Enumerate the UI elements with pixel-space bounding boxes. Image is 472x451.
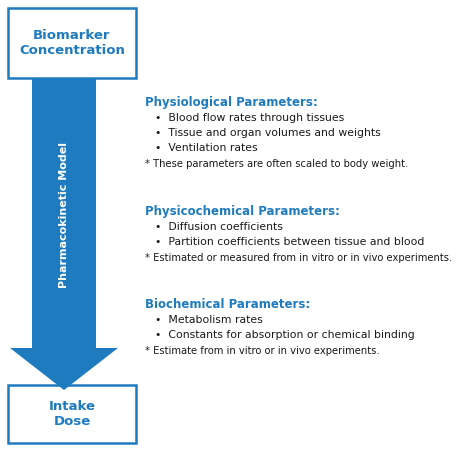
Text: •  Metabolism rates: • Metabolism rates bbox=[155, 315, 263, 325]
Text: •  Blood flow rates through tissues: • Blood flow rates through tissues bbox=[155, 113, 344, 123]
FancyBboxPatch shape bbox=[8, 8, 136, 78]
Text: •  Constants for absorption or chemical binding: • Constants for absorption or chemical b… bbox=[155, 330, 415, 340]
Text: Biochemical Parameters:: Biochemical Parameters: bbox=[145, 298, 310, 311]
Text: •  Ventilation rates: • Ventilation rates bbox=[155, 143, 258, 153]
FancyBboxPatch shape bbox=[8, 385, 136, 443]
Text: * These parameters are often scaled to body weight.: * These parameters are often scaled to b… bbox=[145, 159, 408, 169]
Text: •  Partition coefficients between tissue and blood: • Partition coefficients between tissue … bbox=[155, 237, 424, 247]
FancyBboxPatch shape bbox=[32, 78, 96, 348]
Text: * Estimate from in vitro or in vivo experiments.: * Estimate from in vitro or in vivo expe… bbox=[145, 346, 379, 356]
Text: •  Diffusion coefficients: • Diffusion coefficients bbox=[155, 222, 283, 232]
Text: * Estimated or measured from in vitro or in vivo experiments.: * Estimated or measured from in vitro or… bbox=[145, 253, 452, 263]
Text: Physicochemical Parameters:: Physicochemical Parameters: bbox=[145, 205, 340, 218]
Text: •  Tissue and organ volumes and weights: • Tissue and organ volumes and weights bbox=[155, 128, 381, 138]
Text: Biomarker
Concentration: Biomarker Concentration bbox=[19, 29, 125, 57]
Polygon shape bbox=[10, 348, 118, 390]
Text: Intake
Dose: Intake Dose bbox=[49, 400, 95, 428]
Text: Pharmacokinetic Model: Pharmacokinetic Model bbox=[59, 142, 69, 288]
Text: Physiological Parameters:: Physiological Parameters: bbox=[145, 96, 318, 109]
